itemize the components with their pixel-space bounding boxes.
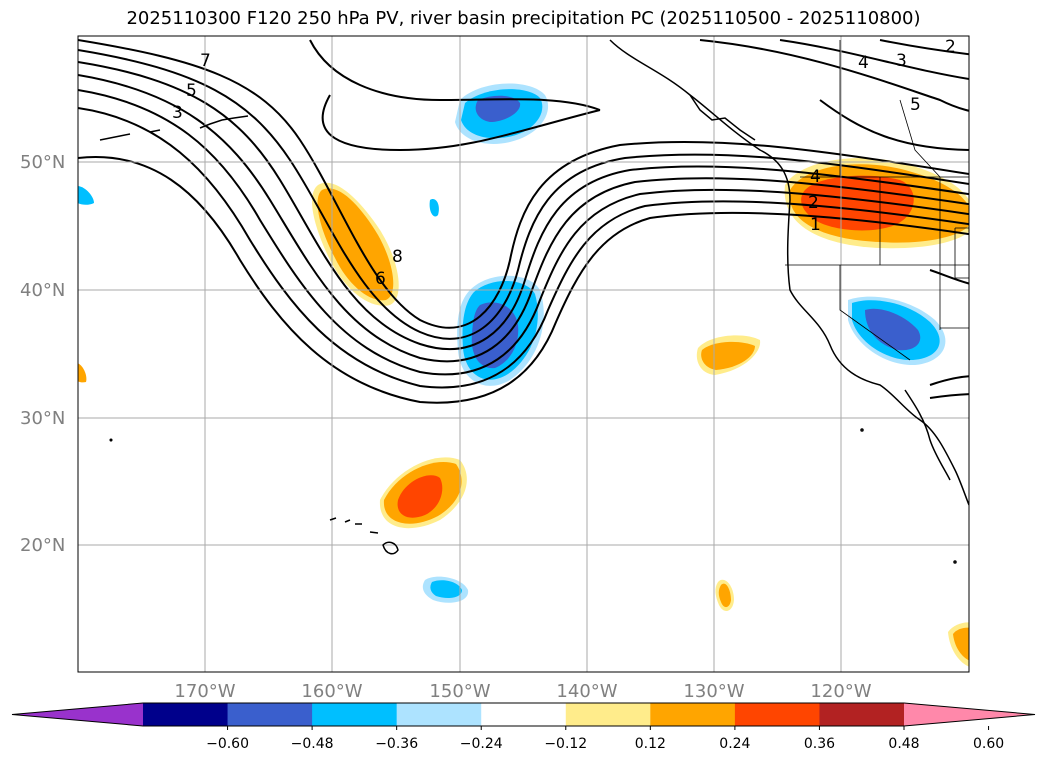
colorbar-extend-low (12, 703, 143, 726)
colorbar-segment (227, 703, 313, 726)
longitude-labels: 170°W 160°W 150°W 140°W 130°W 120°W (174, 681, 871, 702)
contour-label: 2 (945, 37, 956, 57)
border-state (839, 265, 911, 361)
pv-contour (699, 39, 969, 112)
coastline-aleutians (99, 115, 249, 141)
pv-contour (309, 39, 601, 111)
lat-label: 20°N (20, 535, 65, 556)
colorbar-segment (143, 703, 229, 726)
pv-contour (929, 375, 969, 386)
contour-label: 8 (392, 247, 403, 267)
colorbar-segment (734, 703, 820, 726)
colorbar-tick-label: 0.48 (888, 736, 919, 752)
contour-label: 6 (375, 269, 386, 289)
colorbar-tick-label: −0.24 (460, 736, 503, 752)
pv-contour (78, 156, 969, 404)
pv-contour (819, 99, 969, 151)
contour-label: 5 (186, 81, 197, 101)
colorbar-tick-label: −0.48 (291, 736, 334, 752)
pv-contour (929, 269, 969, 285)
anomaly-negative-left-edge (78, 186, 94, 205)
lat-label: 30°N (20, 408, 65, 429)
colorbar-tick-label: 0.24 (719, 736, 750, 752)
anomaly-positive-offshore-core (701, 341, 755, 370)
latitude-labels: 50°N 40°N 30°N 20°N (20, 152, 65, 556)
colorbar-tick-label: 0.36 (804, 736, 835, 752)
colorbar-tick-label: 0.12 (635, 736, 666, 752)
coastline-baja (904, 389, 951, 481)
lat-label: 50°N (20, 152, 65, 173)
lon-label: 170°W (174, 681, 235, 702)
colorbar-outline (11, 702, 1036, 727)
colorbar-segment (819, 703, 905, 726)
pv-contour (879, 39, 969, 56)
colorbar-segment (312, 703, 398, 726)
anomaly-negative-south-hawaii-core (430, 580, 462, 598)
contour-label: 1 (810, 215, 821, 235)
contour-label: 4 (858, 53, 869, 73)
pv-contour (779, 39, 969, 81)
map-frame (77, 35, 970, 673)
anomaly-negative-small (429, 199, 439, 217)
lat-label: 40°N (20, 280, 65, 301)
lon-label: 120°W (810, 681, 871, 702)
contour-label: 3 (896, 51, 907, 71)
anomaly-negative-gulf-of-alaska-core (475, 95, 521, 122)
border-canada-province (899, 99, 941, 178)
pv-contour (78, 61, 969, 350)
colorbar-tick-label: −0.36 (375, 736, 418, 752)
pv-contour (929, 393, 969, 399)
contour-label: 2 (808, 193, 819, 213)
lon-label: 160°W (301, 681, 362, 702)
anomaly-positive-hawaii-core (397, 475, 443, 518)
border-state (954, 227, 969, 279)
coastlines (99, 39, 969, 564)
contour-label: 3 (172, 103, 183, 123)
contour-label: 7 (200, 51, 211, 71)
pv-contour (78, 39, 969, 329)
anomaly-negative-california-core (865, 308, 921, 351)
pv-contour (78, 49, 969, 340)
pv-contours (78, 39, 969, 404)
lon-label: 130°W (683, 681, 744, 702)
anomaly-positive-bottom-right-core (953, 627, 969, 661)
island (109, 438, 113, 442)
pv-contour (78, 89, 969, 376)
coastline-north-america (609, 39, 969, 506)
colorbar-segment (396, 703, 482, 726)
colorbar-ticks: −0.60 −0.48 −0.36 −0.24 −0.12 0.12 0.24 0.36 0.4… (206, 726, 1004, 752)
pv-contour (78, 107, 969, 389)
colorbar-tick-label: −0.60 (206, 736, 249, 752)
coastline-hawaii (329, 517, 399, 555)
colorbar-segment (565, 703, 651, 726)
contour-label: 5 (910, 95, 921, 115)
contour-label: 4 (810, 167, 821, 187)
island (953, 560, 957, 564)
island (860, 428, 864, 432)
colorbar-segment (650, 703, 736, 726)
lon-label: 140°W (556, 681, 617, 702)
lon-label: 150°W (429, 681, 490, 702)
colorbar-segment (481, 703, 567, 726)
coastline-alaska-islands (689, 94, 756, 141)
colorbar (11, 702, 1036, 727)
map-gridlines (78, 36, 969, 672)
anomaly-positive-small-south-core (718, 583, 731, 608)
contour-labels: 7 5 3 8 6 3 4 5 2 4 2 1 (172, 37, 956, 289)
colorbar-tick-label: −0.12 (544, 736, 587, 752)
pv-contour (321, 94, 601, 152)
chart-title: 2025110300 F120 250 hPa PV, river basin … (126, 8, 921, 29)
colorbar-tick-label: 0.60 (973, 736, 1004, 752)
colorbar-extend-high (904, 703, 1035, 726)
anomaly-positive-left-edge (78, 363, 87, 383)
political-borders (785, 40, 969, 361)
